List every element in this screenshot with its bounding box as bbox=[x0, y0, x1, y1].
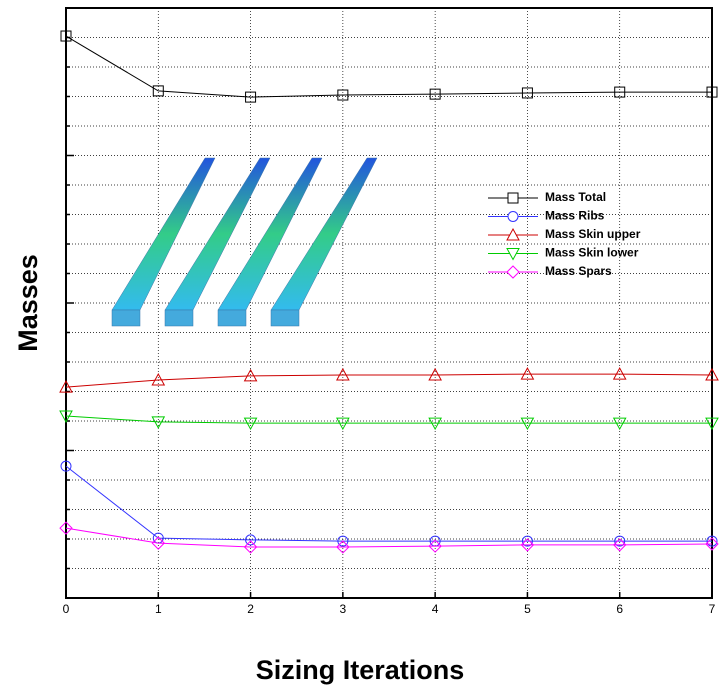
legend-label: Mass Spars bbox=[545, 264, 612, 278]
x-tick-label: 2 bbox=[247, 602, 254, 616]
legend-label: Mass Skin lower bbox=[545, 246, 639, 260]
legend-marker bbox=[508, 212, 518, 222]
x-tick-label: 3 bbox=[340, 602, 347, 616]
x-tick-label: 6 bbox=[616, 602, 623, 616]
wing-images bbox=[112, 158, 377, 326]
x-tick-label: 4 bbox=[432, 602, 439, 616]
x-axis-title: Sizing Iterations bbox=[256, 655, 465, 685]
legend-label: Mass Ribs bbox=[545, 209, 605, 223]
legend-label: Mass Total bbox=[545, 190, 606, 204]
x-tick-label: 0 bbox=[63, 602, 70, 616]
y-axis-title: Masses bbox=[13, 254, 43, 352]
legend-marker bbox=[507, 266, 519, 278]
x-tick-label: 7 bbox=[709, 602, 716, 616]
legend-marker bbox=[508, 193, 518, 203]
x-tick-label: 1 bbox=[155, 602, 162, 616]
chart: Sizing Iterations Masses 0 1 2 3 4 5 6 7 Mass To… bbox=[0, 0, 720, 698]
series-line bbox=[66, 466, 712, 541]
legend-label: Mass Skin upper bbox=[545, 227, 641, 241]
x-tick-label: 5 bbox=[524, 602, 531, 616]
